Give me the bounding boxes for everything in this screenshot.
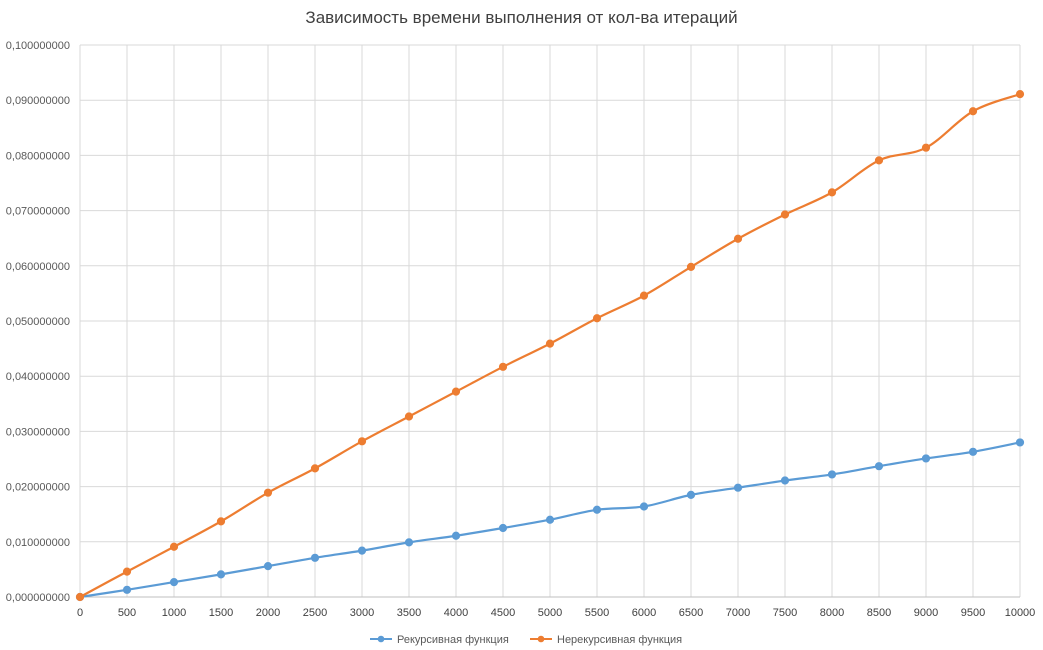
data-point bbox=[921, 454, 931, 463]
x-tick-label: 2000 bbox=[256, 607, 280, 619]
data-point bbox=[968, 107, 978, 116]
y-tick-label: 0,050000000 bbox=[6, 316, 70, 328]
data-point bbox=[169, 577, 179, 587]
series-layer bbox=[75, 90, 1025, 602]
x-tick-label: 2500 bbox=[303, 607, 327, 619]
data-point bbox=[451, 387, 461, 396]
data-point bbox=[263, 488, 273, 497]
data-point bbox=[357, 437, 367, 446]
data-point bbox=[874, 462, 884, 471]
x-tick-label: 8500 bbox=[867, 607, 891, 619]
x-tick-label: 7000 bbox=[726, 607, 750, 619]
data-point bbox=[1015, 438, 1025, 447]
data-point bbox=[216, 517, 226, 526]
data-point bbox=[216, 570, 226, 579]
data-point bbox=[686, 262, 696, 272]
x-tick-label: 6000 bbox=[632, 607, 656, 619]
x-tick-label: 4000 bbox=[444, 607, 468, 619]
data-point bbox=[921, 143, 931, 152]
x-tick-label: 0 bbox=[77, 607, 83, 619]
y-tick-label: 0,010000000 bbox=[6, 537, 70, 549]
legend-marker bbox=[537, 635, 545, 643]
data-point bbox=[122, 585, 132, 594]
data-point bbox=[780, 476, 790, 485]
data-point bbox=[451, 531, 461, 540]
y-tick-label: 0,000000000 bbox=[6, 592, 70, 604]
x-tick-label: 7500 bbox=[773, 607, 797, 619]
y-tick-label: 0,070000000 bbox=[6, 206, 70, 218]
data-point bbox=[545, 339, 555, 348]
data-point bbox=[122, 567, 132, 576]
data-point bbox=[498, 362, 508, 371]
x-tick-label: 9500 bbox=[961, 607, 985, 619]
y-tick-label: 0,040000000 bbox=[6, 371, 70, 383]
x-tick-label: 1000 bbox=[162, 607, 186, 619]
legend-marker bbox=[377, 635, 385, 643]
data-point bbox=[404, 412, 414, 421]
data-point bbox=[827, 470, 837, 479]
x-tick-label: 3500 bbox=[397, 607, 421, 619]
y-tick-label: 0,020000000 bbox=[6, 482, 70, 494]
legend-item: Рекурсивная функция bbox=[370, 634, 509, 646]
data-point bbox=[686, 490, 696, 499]
data-point bbox=[592, 314, 602, 323]
data-point bbox=[310, 553, 320, 562]
x-tick-label: 6500 bbox=[679, 607, 703, 619]
grid-layer bbox=[79, 44, 1021, 598]
x-tick-label: 8000 bbox=[820, 607, 844, 619]
data-point bbox=[733, 483, 743, 492]
data-point bbox=[639, 502, 649, 511]
data-point bbox=[404, 538, 414, 547]
data-point bbox=[733, 234, 743, 243]
y-tick-label: 0,100000000 bbox=[6, 40, 70, 52]
x-tick-label: 1500 bbox=[209, 607, 233, 619]
x-tick-label: 5000 bbox=[538, 607, 562, 619]
data-point bbox=[357, 546, 367, 555]
x-tick-label: 500 bbox=[118, 607, 136, 619]
data-point bbox=[75, 592, 85, 602]
data-point bbox=[968, 447, 978, 456]
data-point bbox=[310, 464, 320, 473]
data-point bbox=[169, 542, 179, 551]
legend-label: Рекурсивная функция bbox=[397, 634, 509, 646]
data-point bbox=[545, 515, 555, 524]
y-tick-label: 0,090000000 bbox=[6, 95, 70, 107]
series-2 bbox=[75, 90, 1025, 602]
y-tick-label: 0,030000000 bbox=[6, 426, 70, 438]
data-point bbox=[827, 188, 837, 197]
axis-layer: 0,000000000 0,010000000 0,020000000 0,03000… bbox=[6, 40, 1036, 619]
y-tick-label: 0,080000000 bbox=[6, 150, 70, 162]
x-tick-label: 10000 bbox=[1005, 607, 1036, 619]
data-point bbox=[1015, 90, 1025, 99]
legend-item: Нерекурсивная функция bbox=[530, 634, 682, 646]
data-point bbox=[780, 210, 790, 219]
x-tick-label: 9000 bbox=[914, 607, 938, 619]
legend-label: Нерекурсивная функция bbox=[557, 634, 682, 646]
x-tick-label: 4500 bbox=[491, 607, 515, 619]
y-tick-label: 0,060000000 bbox=[6, 261, 70, 273]
data-point bbox=[263, 561, 273, 571]
data-point bbox=[498, 523, 508, 533]
chart-title: Зависимость времени выполнения от кол-ва… bbox=[305, 8, 738, 27]
data-point bbox=[592, 505, 602, 514]
x-tick-label: 3000 bbox=[350, 607, 374, 619]
data-point bbox=[874, 156, 884, 165]
legend: Рекурсивная функция Нерекурсивная функция bbox=[370, 634, 682, 646]
data-point bbox=[639, 291, 649, 300]
x-tick-label: 5500 bbox=[585, 607, 609, 619]
